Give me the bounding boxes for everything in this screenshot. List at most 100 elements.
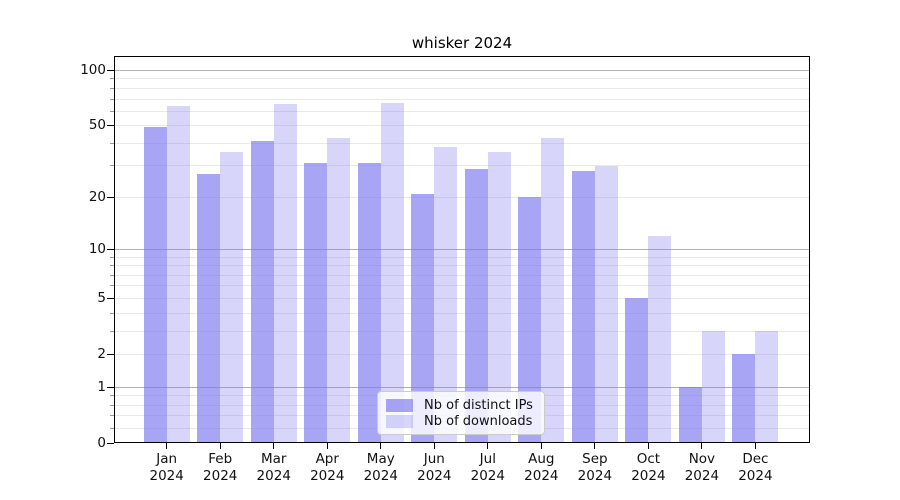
x-tick-label-month: Aug <box>528 451 555 467</box>
gridline-minor <box>115 265 809 267</box>
x-tick <box>433 443 435 449</box>
y-tick <box>107 353 114 355</box>
y-tick-label: 10 <box>88 241 106 257</box>
y-tick-label: 20 <box>88 188 106 205</box>
bar-downloads-jul <box>487 151 511 443</box>
gridline-major <box>115 249 809 250</box>
bar-distinct-ips-feb <box>197 174 221 443</box>
bar-distinct-ips-apr <box>304 163 328 443</box>
legend: Nb of distinct IPs Nb of downloads <box>377 391 545 435</box>
gridline-minor <box>115 274 809 276</box>
legend-label-distinct-ips: Nb of distinct IPs <box>424 398 533 413</box>
bar-downloads-may <box>380 102 404 443</box>
x-tick <box>647 443 649 449</box>
x-tick-label-month: Jun <box>423 451 445 467</box>
x-tick <box>273 443 275 449</box>
x-tick <box>594 443 596 449</box>
y-minor-tick <box>110 165 114 167</box>
legend-label-downloads: Nb of downloads <box>424 414 533 429</box>
x-tick-label-year: 2024 <box>256 468 291 484</box>
bar-distinct-ips-mar <box>250 141 274 443</box>
legend-item-downloads: Nb of downloads <box>386 414 535 429</box>
bar-distinct-ips-sep <box>571 171 595 443</box>
y-minor-tick <box>110 256 114 258</box>
y-minor-tick <box>110 110 114 112</box>
x-tick-label-year: 2024 <box>738 468 773 484</box>
gridline-minor <box>115 98 809 100</box>
bar-distinct-ips-may <box>357 163 381 443</box>
y-minor-tick <box>110 415 114 417</box>
x-tick-label-month: Nov <box>688 451 716 467</box>
y-tick <box>107 70 114 72</box>
x-tick-label-year: 2024 <box>524 468 559 484</box>
y-tick-label: 5 <box>97 289 106 306</box>
gridline-minor <box>115 312 809 314</box>
gridline-minor <box>115 196 809 198</box>
y-minor-tick <box>110 274 114 276</box>
x-tick <box>166 443 168 449</box>
x-tick-label-year: 2024 <box>470 468 505 484</box>
y-minor-tick <box>110 142 114 144</box>
y-minor-tick <box>110 404 114 406</box>
gridline-minor <box>115 87 809 89</box>
bar-distinct-ips-jul <box>464 168 488 443</box>
x-tick <box>701 443 703 449</box>
gridline-minor <box>115 256 809 258</box>
y-tick <box>107 125 114 127</box>
y-minor-tick <box>110 395 114 397</box>
x-tick-label-month: Apr <box>315 451 339 467</box>
x-tick-label-year: 2024 <box>684 468 720 484</box>
x-tick-label-month: Jan <box>156 451 178 467</box>
x-tick-label-month: Oct <box>636 451 661 467</box>
gridline-minor <box>115 165 809 167</box>
x-tick-label-year: 2024 <box>310 468 345 484</box>
x-tick-label-month: Feb <box>208 451 233 467</box>
bar-distinct-ips-jan <box>143 127 167 443</box>
y-minor-tick <box>110 427 114 429</box>
y-tick-label: 50 <box>88 117 106 134</box>
x-tick <box>540 443 542 449</box>
legend-swatch-distinct-ips <box>386 399 413 412</box>
gridline-minor <box>115 142 809 144</box>
x-tick <box>487 443 489 449</box>
y-minor-tick <box>110 285 114 287</box>
y-minor-tick <box>110 98 114 100</box>
x-tick <box>326 443 328 449</box>
x-tick-label-year: 2024 <box>577 468 613 484</box>
chart-title: whisker 2024 <box>411 34 513 52</box>
gridline-minor <box>115 110 809 112</box>
x-tick <box>219 443 221 449</box>
y-minor-tick <box>110 312 114 314</box>
gridline-minor <box>115 297 809 299</box>
bar-distinct-ips-oct <box>625 298 649 443</box>
y-tick <box>107 196 114 198</box>
x-tick <box>380 443 382 449</box>
bar-downloads-sep <box>594 165 618 443</box>
x-tick-label-year: 2024 <box>363 468 398 484</box>
x-tick-label-year: 2024 <box>149 468 184 484</box>
bar-downloads-jan <box>166 106 190 443</box>
bar-downloads-nov <box>701 331 725 443</box>
x-tick-label-year: 2024 <box>631 468 666 484</box>
gridline-minor <box>115 330 809 332</box>
bar-distinct-ips-nov <box>678 387 702 443</box>
x-tick <box>754 443 756 449</box>
bar-downloads-jun <box>434 147 458 443</box>
y-tick <box>107 442 114 444</box>
y-tick-label: 1 <box>97 378 106 395</box>
bar-downloads-aug <box>541 137 565 443</box>
x-tick-label-month: May <box>366 451 395 467</box>
y-minor-tick <box>110 78 114 80</box>
bar-distinct-ips-aug <box>518 197 542 443</box>
gridline-major <box>115 386 809 388</box>
bar-downloads-oct <box>648 236 672 443</box>
x-tick-label-month: Mar <box>260 451 287 467</box>
y-tick-label: 2 <box>97 345 106 362</box>
bar-downloads-apr <box>327 137 351 443</box>
y-tick-label: 0 <box>97 434 106 451</box>
bar-downloads-mar <box>273 103 297 443</box>
legend-item-distinct-ips: Nb of distinct IPs <box>386 398 535 413</box>
y-tick <box>107 386 114 388</box>
